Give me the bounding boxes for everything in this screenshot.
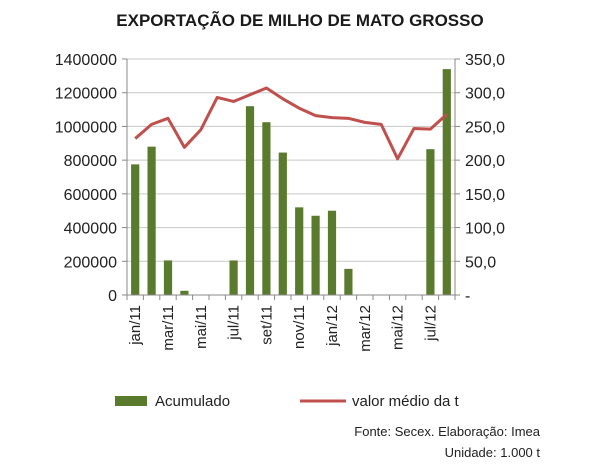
bar-series bbox=[131, 69, 451, 295]
bar bbox=[229, 260, 238, 295]
x-tick-label: jan/12 bbox=[324, 305, 341, 347]
x-tick-label: jul/12 bbox=[422, 305, 439, 342]
legend-label-acumulado: Acumulado bbox=[155, 393, 230, 410]
bar bbox=[327, 210, 337, 295]
series-line-valor-medio bbox=[134, 86, 448, 161]
y-right-tick-label: 250,0 bbox=[465, 119, 505, 136]
x-tick-label: mai/12 bbox=[390, 305, 407, 350]
y-left-tick-label: 1200000 bbox=[55, 86, 117, 103]
bar bbox=[131, 164, 140, 295]
bar bbox=[442, 69, 451, 295]
x-tick-label: set/11 bbox=[258, 305, 275, 345]
bar bbox=[426, 149, 435, 295]
bar bbox=[278, 152, 287, 295]
unit-note: Unidade: 1.000 t bbox=[445, 445, 541, 460]
y-right-tick-label: - bbox=[465, 288, 470, 305]
x-tick-label: nov/11 bbox=[291, 305, 308, 349]
bar bbox=[180, 290, 189, 295]
y-right-tick-label: 150,0 bbox=[465, 187, 505, 204]
bar bbox=[344, 268, 353, 295]
legend-label-valor-medio: valor médio da t bbox=[352, 393, 460, 410]
line-series bbox=[134, 86, 448, 161]
y-right-tick-label: 350,0 bbox=[465, 52, 505, 69]
grid bbox=[127, 58, 455, 262]
y-left-tick-label: 200000 bbox=[64, 254, 117, 271]
bar bbox=[147, 146, 156, 295]
x-tick-label: mar/12 bbox=[357, 305, 374, 352]
chart-title: EXPORTAÇÃO DE MILHO DE MATO GROSSO bbox=[116, 10, 483, 30]
x-tick-label: jan/11 bbox=[127, 305, 144, 346]
legend: Acumulado valor médio da t bbox=[115, 393, 460, 410]
y-right-tick-label: 300,0 bbox=[465, 86, 505, 103]
x-tick-label: jul/11 bbox=[226, 305, 243, 341]
y-left-tick-label: 1000000 bbox=[55, 119, 117, 136]
y-right-tick-label: 200,0 bbox=[465, 153, 505, 170]
y-left-tick-label: 400000 bbox=[64, 221, 117, 238]
legend-swatch-acumulado bbox=[115, 396, 147, 406]
x-tick-label: mai/11 bbox=[193, 305, 210, 349]
axes bbox=[122, 58, 460, 300]
y-right-tick-label: 50,0 bbox=[465, 254, 496, 271]
bar bbox=[295, 207, 304, 295]
x-axis: jan/11 mar/11 mai/11 jul/11 set/11 nov/11 jan/… bbox=[127, 305, 439, 352]
y-left-tick-label: 600000 bbox=[64, 187, 117, 204]
y-axis-left: 0 200000 400000 600000 800000 1000000 1200000 1… bbox=[55, 52, 117, 305]
y-left-tick-label: 0 bbox=[108, 288, 117, 305]
y-right-tick-label: 100,0 bbox=[465, 221, 505, 238]
bar bbox=[262, 122, 271, 295]
y-axis-right: - 50,0 100,0 150,0 200,0 250,0 300,0 350,0 bbox=[465, 52, 505, 305]
y-left-tick-label: 800000 bbox=[64, 153, 117, 170]
bar bbox=[163, 260, 173, 295]
bar bbox=[245, 106, 255, 295]
source-note: Fonte: Secex. Elaboração: Imea bbox=[354, 424, 540, 439]
y-left-tick-label: 1400000 bbox=[55, 52, 117, 69]
bar bbox=[311, 215, 320, 295]
x-tick-label: mar/11 bbox=[160, 305, 177, 351]
